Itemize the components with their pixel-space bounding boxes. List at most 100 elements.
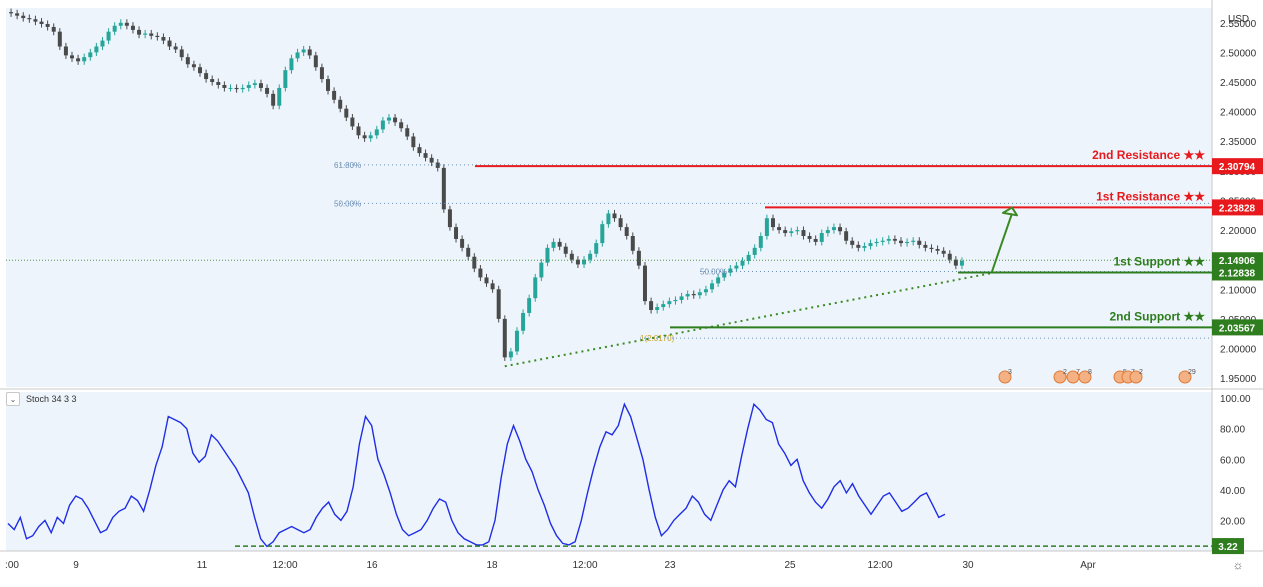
price-tag-s2 xyxy=(1212,319,1263,336)
candle-body xyxy=(661,304,666,308)
current-price-tag xyxy=(1212,252,1263,269)
candle-body xyxy=(551,241,556,248)
candle-body xyxy=(9,12,14,14)
event-flag-icon xyxy=(1078,370,1092,384)
time-tick-label: 11 xyxy=(197,560,208,571)
candle-body xyxy=(277,87,282,106)
candle-body xyxy=(271,93,276,106)
candle-body xyxy=(368,135,373,139)
candle-body xyxy=(155,35,160,38)
price-tick-label: 2.10000 xyxy=(1220,285,1257,296)
candle-body xyxy=(642,265,647,302)
event-count: 3 xyxy=(1008,369,1012,376)
level-label-r1: 1st Resistance ★★ xyxy=(1096,189,1205,203)
candle-body xyxy=(722,272,727,278)
time-tick-label: 23 xyxy=(664,560,676,571)
candle-body xyxy=(905,241,910,244)
candle-body xyxy=(770,218,775,228)
candle-body xyxy=(435,162,440,168)
candle-body xyxy=(362,135,367,139)
level-label-s2: 2nd Support ★★ xyxy=(1109,309,1205,323)
candle-body xyxy=(454,227,459,239)
stoch-tick-label: 60.00 xyxy=(1220,455,1245,466)
trendline xyxy=(504,270,1001,368)
candle-body xyxy=(636,250,641,266)
time-tick-label: :00 xyxy=(5,560,19,571)
candle-body xyxy=(63,46,68,56)
event-flag-icon xyxy=(1053,370,1067,384)
candle-body xyxy=(545,247,550,263)
candle-body xyxy=(911,240,916,242)
price-tag-label-s2: 2.03567 xyxy=(1219,323,1256,334)
candle-body xyxy=(679,296,684,300)
candle-body xyxy=(667,301,672,305)
candle-body xyxy=(313,55,318,68)
candle-body xyxy=(929,247,934,250)
candle-body xyxy=(655,307,660,311)
candle-body xyxy=(728,268,733,273)
level-label-r2: 2nd Resistance ★★ xyxy=(1092,148,1205,162)
candle-body xyxy=(478,268,483,278)
candle-body xyxy=(527,298,532,313)
candle-body xyxy=(886,238,891,241)
candle-body xyxy=(703,289,708,293)
candle-body xyxy=(252,83,257,85)
candle-body xyxy=(106,31,111,41)
settings-icon[interactable]: ☼ xyxy=(1233,558,1244,572)
stoch-tick-label: 100.00 xyxy=(1220,394,1251,405)
candle-body xyxy=(386,117,391,121)
candle-body xyxy=(143,33,148,35)
stoch-tick-label: 40.00 xyxy=(1220,486,1245,497)
chevron-down-icon[interactable]: ⌄ xyxy=(6,392,20,406)
candle-body xyxy=(167,40,172,47)
stoch-level-tag xyxy=(1212,538,1244,555)
candle-body xyxy=(649,301,654,311)
candle-body xyxy=(819,233,824,242)
candle-body xyxy=(191,64,196,68)
candle-body xyxy=(198,67,203,74)
candle-body xyxy=(88,52,93,58)
candle-body xyxy=(514,330,519,352)
candle-body xyxy=(807,235,812,239)
candle-body xyxy=(33,19,38,22)
candle-body xyxy=(289,58,294,71)
candle-body xyxy=(350,117,355,127)
candle-body xyxy=(332,90,337,100)
stoch-line xyxy=(7,402,946,548)
stoch-legend[interactable]: ⌄ Stoch 34 3 3 xyxy=(6,392,77,406)
fib-label: 61.80% xyxy=(334,161,361,170)
candle-body xyxy=(795,230,800,232)
candle-body xyxy=(496,289,501,319)
price-tick-label: 2.55000 xyxy=(1220,19,1257,30)
candle-body xyxy=(137,29,142,35)
time-tick-label: Apr xyxy=(1080,560,1096,571)
candle-body xyxy=(697,292,702,296)
candle-body xyxy=(856,244,861,248)
candle-body xyxy=(862,246,867,248)
candle-body xyxy=(758,235,763,248)
candle-body xyxy=(600,224,605,244)
candle-body xyxy=(490,283,495,290)
event-count: 29 xyxy=(1188,369,1196,376)
candle-body xyxy=(953,259,958,266)
candle-body xyxy=(204,73,209,80)
candle-body xyxy=(630,235,635,251)
candle-body xyxy=(588,253,593,260)
candle-body xyxy=(185,57,190,65)
price-tick-label: 2.20000 xyxy=(1220,226,1257,237)
candle-body xyxy=(307,49,312,56)
candle-body xyxy=(484,277,489,284)
candle-body xyxy=(45,23,50,27)
candle-body xyxy=(27,18,32,20)
candle-body xyxy=(606,213,611,225)
candle-body xyxy=(295,52,300,59)
candle-body xyxy=(472,256,477,269)
candle-body xyxy=(624,227,629,236)
candle-body xyxy=(831,227,836,231)
current-price-tag-label: 2.14906 xyxy=(1219,256,1256,267)
level-label-s1: 1st Support ★★ xyxy=(1113,254,1205,268)
candle-body xyxy=(124,22,129,26)
event-flag-icon xyxy=(998,370,1012,384)
